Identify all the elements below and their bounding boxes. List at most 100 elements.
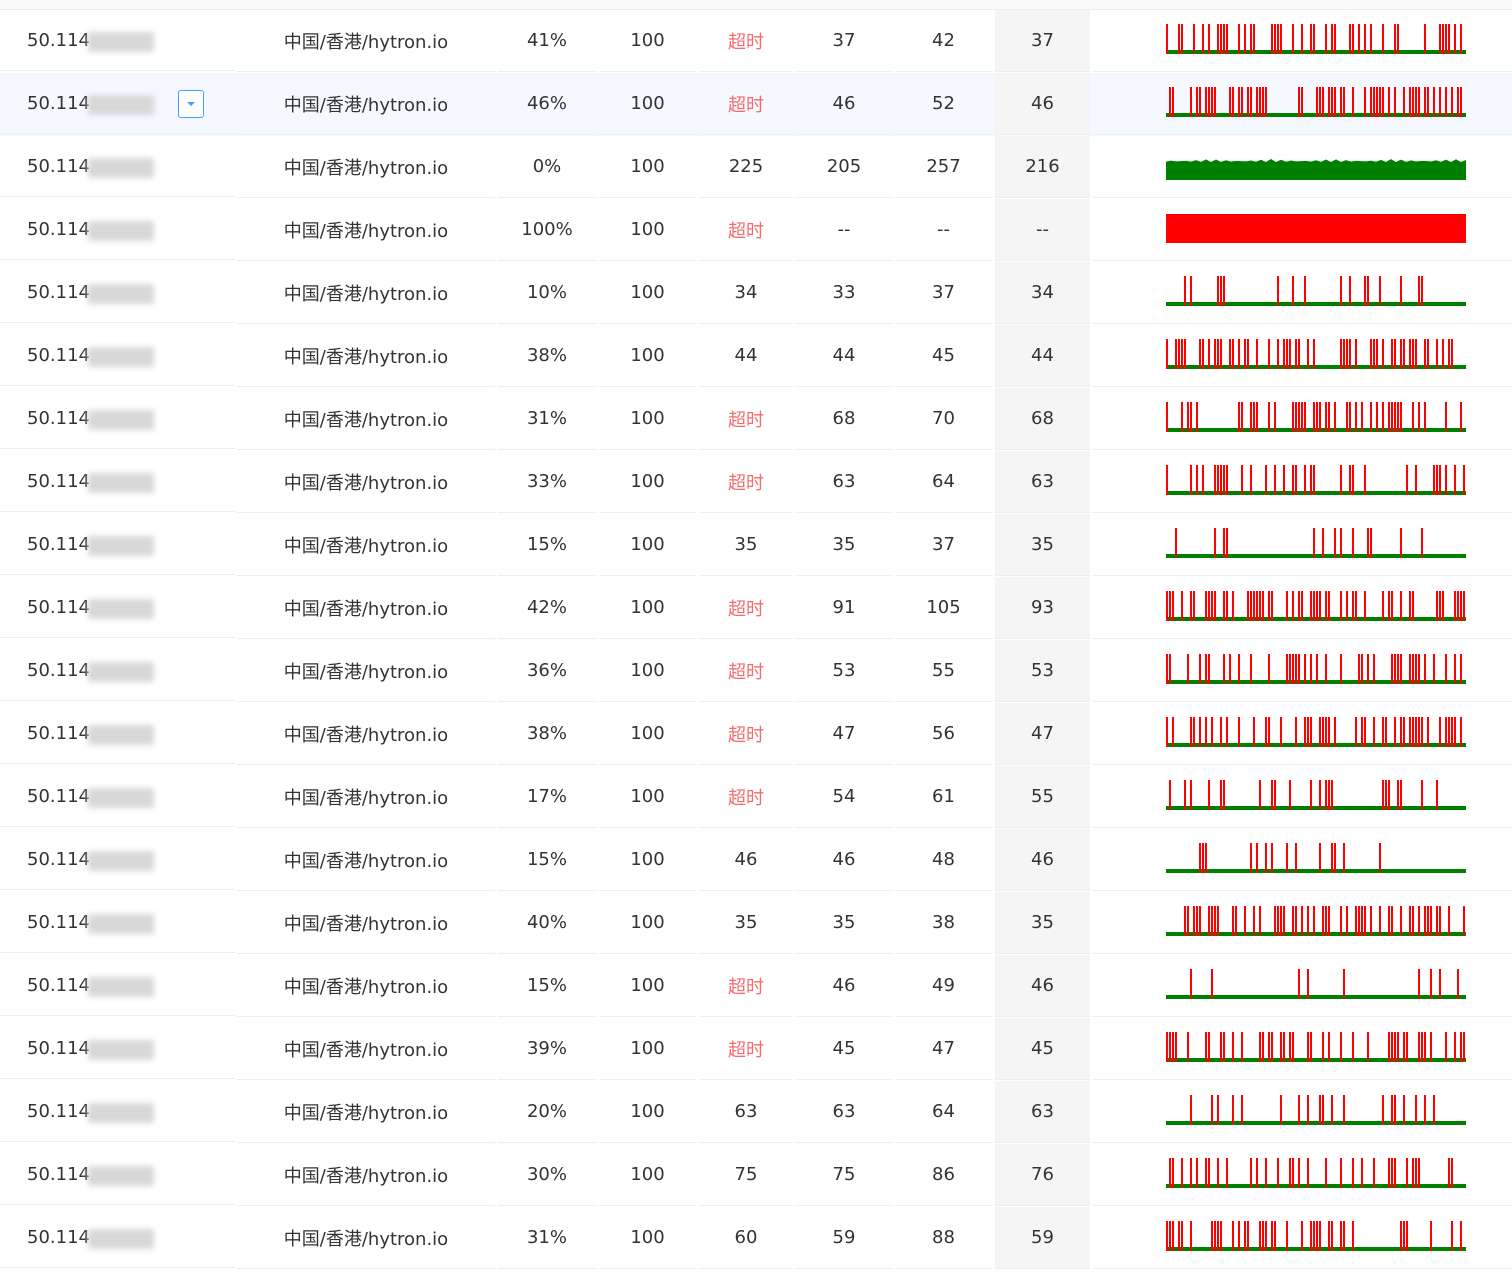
table-row: 50.114. 中国/香港/hytron.io 33% 100 超时 63 64 63: [0, 451, 1512, 514]
spark-bar: [1217, 24, 1219, 54]
spark-bar: [1277, 906, 1279, 936]
spark-bar: [1448, 1158, 1450, 1188]
spark-bar: [1400, 654, 1402, 684]
spark-bar: [1262, 591, 1264, 621]
spark-bar: [1304, 276, 1306, 306]
table-row: 50.114. 中国/香港/hytron.io 30% 100 75 75 86 76: [0, 1144, 1512, 1207]
spark-bar: [1409, 717, 1411, 747]
table-cell: 100: [599, 199, 696, 261]
spark-bar: [1172, 717, 1174, 747]
table-cell: 33%: [498, 451, 596, 513]
table-cell: 46: [796, 73, 892, 135]
spark-bar: [1277, 339, 1279, 369]
spark-bar: [1208, 24, 1210, 54]
cell-text: 100: [630, 1038, 665, 1059]
spark-bar: [1193, 717, 1195, 747]
spark-bar: [1166, 654, 1168, 684]
cell-text: 46%: [526, 93, 567, 114]
spark-bar: [1214, 591, 1216, 621]
table-cell: 50.114.: [0, 703, 235, 764]
spark-bar: [1391, 591, 1393, 621]
spark-bar: [1454, 717, 1456, 747]
spark-bar: [1361, 402, 1363, 432]
cell-text: 中国/香港/hytron.io: [283, 913, 449, 935]
spark-bar: [1412, 339, 1414, 369]
masked-ip: [88, 1229, 154, 1249]
cell-text: 40%: [526, 912, 567, 933]
spark-bar: [1418, 402, 1420, 432]
spark-bar: [1361, 717, 1363, 747]
table-cell: 53: [796, 640, 892, 702]
spark-bar: [1391, 339, 1393, 369]
table-cell: 中国/香港/hytron.io: [237, 388, 495, 450]
table-cell: 86: [895, 1144, 992, 1206]
cell-text: 50.114.: [27, 1100, 96, 1122]
spark-bar: [1361, 654, 1363, 684]
cell-text: 100: [630, 282, 665, 303]
spark-bar: [1313, 906, 1315, 936]
spark-bar: [1196, 465, 1198, 495]
spark-bar: [1301, 591, 1303, 621]
cell-text: 100: [630, 30, 665, 51]
spark-bar: [1373, 339, 1375, 369]
cell-text: 91: [832, 597, 856, 618]
spark-bar: [1184, 906, 1186, 936]
spark-bar: [1277, 1158, 1279, 1188]
spark-bar: [1349, 465, 1351, 495]
table-cell: 中国/香港/hytron.io: [237, 262, 495, 324]
table-cell: 100: [599, 1081, 696, 1143]
table-cell: 50.114.: [0, 1144, 235, 1205]
spark-bar: [1250, 654, 1252, 684]
spark-bar: [1403, 1221, 1405, 1251]
spark-bar: [1433, 654, 1435, 684]
spark-bar: [1319, 843, 1321, 873]
spark-bar: [1202, 24, 1204, 54]
spark-bar: [1325, 654, 1327, 684]
spark-bar: [1184, 780, 1186, 810]
spark-bar: [1442, 24, 1444, 54]
spark-bar: [1454, 591, 1456, 621]
spark-bar: [1304, 402, 1306, 432]
spark-bar: [1388, 780, 1390, 810]
spark-bar: [1268, 717, 1270, 747]
spark-bar: [1445, 654, 1447, 684]
cell-text: 50.114.: [27, 218, 96, 240]
cell-text: 中国/香港/hytron.io: [283, 1228, 449, 1250]
spark-bar: [1325, 717, 1327, 747]
spark-bar: [1400, 906, 1402, 936]
spark-bar: [1292, 1032, 1294, 1062]
table-cell: 中国/香港/hytron.io: [237, 1018, 495, 1080]
table-cell: 中国/香港/hytron.io: [237, 955, 495, 1017]
spark-bar: [1340, 1158, 1342, 1188]
spark-bar: [1412, 1158, 1414, 1188]
spark-bar: [1235, 906, 1237, 936]
spark-bar: [1286, 591, 1288, 621]
spark-bar: [1220, 1032, 1222, 1062]
dropdown-button[interactable]: [178, 90, 204, 118]
table-cell: 42: [895, 10, 992, 72]
spark-bar: [1403, 717, 1405, 747]
table-cell: 46: [796, 955, 892, 1017]
cell-text: 中国/香港/hytron.io: [283, 94, 449, 116]
table-cell: 37: [895, 514, 992, 576]
spark-bar: [1433, 1095, 1435, 1125]
table-cell: 100: [599, 640, 696, 702]
table-cell: 50.114.: [0, 1018, 235, 1079]
spark-bar: [1172, 591, 1174, 621]
cell-text: 46: [832, 975, 856, 996]
spark-bar: [1304, 465, 1306, 495]
spark-bar: [1298, 1158, 1300, 1188]
spark-bar: [1322, 717, 1324, 747]
spark-bar: [1166, 932, 1466, 936]
spark-bar: [1208, 591, 1210, 621]
chart-cell: [1093, 514, 1512, 576]
spark-bar: [1412, 717, 1414, 747]
cell-text: 100: [630, 597, 665, 618]
cell-text: 100: [630, 975, 665, 996]
spark-bar: [1400, 276, 1402, 306]
cell-text: 38: [932, 912, 955, 933]
spark-bar: [1247, 1221, 1249, 1251]
table-row: 50.114. 中国/香港/hytron.io 20% 100 63 63 64 63: [0, 1081, 1512, 1144]
spark-bar: [1316, 1221, 1318, 1251]
spark-bar: [1256, 339, 1258, 369]
